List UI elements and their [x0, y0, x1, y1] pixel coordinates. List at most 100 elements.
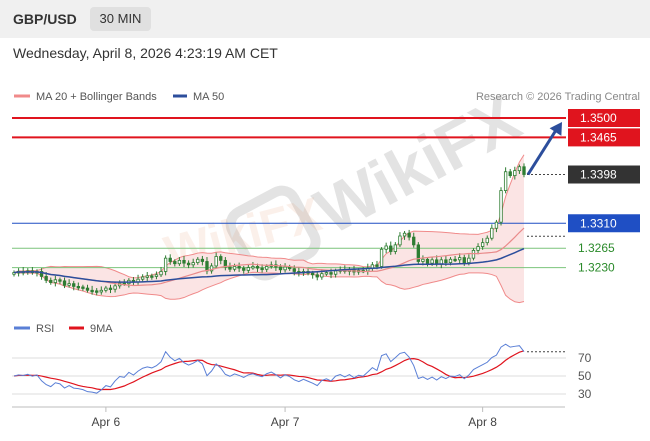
- candle-body: [513, 170, 517, 177]
- x-tick-label: Apr 6: [92, 415, 121, 429]
- rsi-ma-line: [13, 350, 525, 391]
- candle-body: [430, 259, 434, 264]
- candle-body: [375, 264, 379, 267]
- candle-body: [402, 232, 407, 237]
- rsi-tick-label: 30: [578, 387, 592, 401]
- candle-body: [209, 265, 214, 272]
- candle-body: [219, 256, 223, 261]
- candle-body: [62, 280, 67, 286]
- candle-body: [246, 267, 250, 271]
- candle-body: [265, 266, 269, 270]
- rsi-legend-label: RSI: [36, 323, 54, 335]
- rsi-tick-label: 70: [578, 351, 592, 365]
- header-bar: GBP/USD 30 MIN: [0, 0, 650, 38]
- candle-body: [44, 276, 48, 281]
- candle-body: [499, 190, 503, 223]
- candle-body: [53, 279, 58, 283]
- candle-body: [168, 257, 172, 262]
- candle-body: [379, 248, 384, 267]
- candle-body: [228, 266, 232, 270]
- ma50-line: [13, 247, 525, 283]
- support-label: 1.3265: [578, 241, 615, 255]
- candle-body: [467, 257, 471, 263]
- candle-body: [237, 266, 241, 269]
- x-tick-label: Apr 7: [271, 415, 300, 429]
- candle-body: [95, 290, 99, 293]
- candle-body: [389, 245, 393, 252]
- candle-body: [490, 227, 494, 239]
- candle-body: [205, 261, 209, 272]
- candle-body: [324, 272, 329, 275]
- resistance-label: 1.3500: [580, 111, 617, 125]
- candle-body: [251, 266, 255, 269]
- candle-body: [494, 221, 499, 229]
- candle-body: [320, 273, 324, 278]
- pivot-tag: [568, 214, 640, 233]
- candle-body: [108, 287, 113, 290]
- candle-body: [159, 271, 163, 276]
- candle-body: [191, 262, 195, 266]
- candle-body: [425, 258, 430, 264]
- candle-body: [90, 289, 94, 293]
- candle-body: [462, 257, 466, 263]
- candle-body: [292, 268, 296, 272]
- x-axis: Apr 6 Apr 7 Apr 8: [12, 406, 565, 429]
- candle-body: [517, 166, 522, 172]
- candle-body: [485, 237, 489, 244]
- resistance-tag: [568, 109, 640, 127]
- candle-body: [177, 259, 182, 265]
- projection: [526, 122, 562, 176]
- candle-body: [154, 274, 159, 277]
- candle-body: [458, 257, 462, 261]
- candle-body: [476, 246, 480, 251]
- candle-body: [99, 289, 103, 293]
- current-price-tag: [568, 165, 640, 184]
- candle-body: [421, 258, 425, 262]
- candle-body: [522, 166, 526, 175]
- moving-averages: [13, 227, 525, 287]
- candle-body: [398, 235, 402, 246]
- candle-body: [448, 258, 453, 263]
- candle-body: [49, 279, 53, 283]
- candle-body: [310, 272, 315, 276]
- candle-body: [329, 272, 333, 275]
- candle-body: [333, 270, 338, 275]
- price-labels: 1.3500 1.3465 1.3398 1.3310 1.3265 1.3230: [568, 109, 640, 275]
- candle-body: [163, 257, 168, 272]
- candle-body: [214, 256, 218, 267]
- candle-body: [480, 242, 485, 247]
- projection-arrow-head: [549, 122, 562, 136]
- candle-body: [186, 262, 191, 266]
- rsi-line: [13, 343, 525, 394]
- candle-body: [39, 271, 44, 277]
- rsi-tick-label: 50: [578, 369, 592, 383]
- candle-body: [58, 279, 62, 282]
- x-tick-label: Apr 8: [468, 415, 497, 429]
- candle-body: [412, 236, 416, 246]
- bollinger-upper-line: [13, 154, 525, 279]
- candle-body: [453, 258, 457, 262]
- symbol-label: GBP/USD: [13, 11, 77, 27]
- rsi-panel: 30 50 70: [12, 343, 592, 401]
- candle-body: [384, 245, 388, 250]
- candle-body: [444, 259, 448, 263]
- bollinger-lower-line: [13, 271, 525, 304]
- candle-body: [315, 274, 319, 278]
- pivot-label: 1.3310: [580, 216, 617, 230]
- candle-body: [145, 275, 149, 278]
- source-label: Research © 2026 Trading Central: [476, 91, 640, 103]
- candle-body: [113, 285, 117, 290]
- candle-body: [182, 259, 186, 264]
- support-label: 1.3230: [578, 261, 615, 275]
- candle-body: [255, 266, 260, 269]
- current-price-label: 1.3398: [580, 168, 617, 182]
- interval-button[interactable]: 30 MIN: [90, 7, 151, 31]
- projection-arrow-line: [526, 126, 560, 176]
- candle-body: [150, 275, 154, 278]
- candle-body: [200, 258, 205, 262]
- candle-body: [416, 244, 420, 262]
- candle-body: [232, 266, 237, 270]
- candle-body: [508, 171, 512, 177]
- candle-body: [140, 276, 145, 280]
